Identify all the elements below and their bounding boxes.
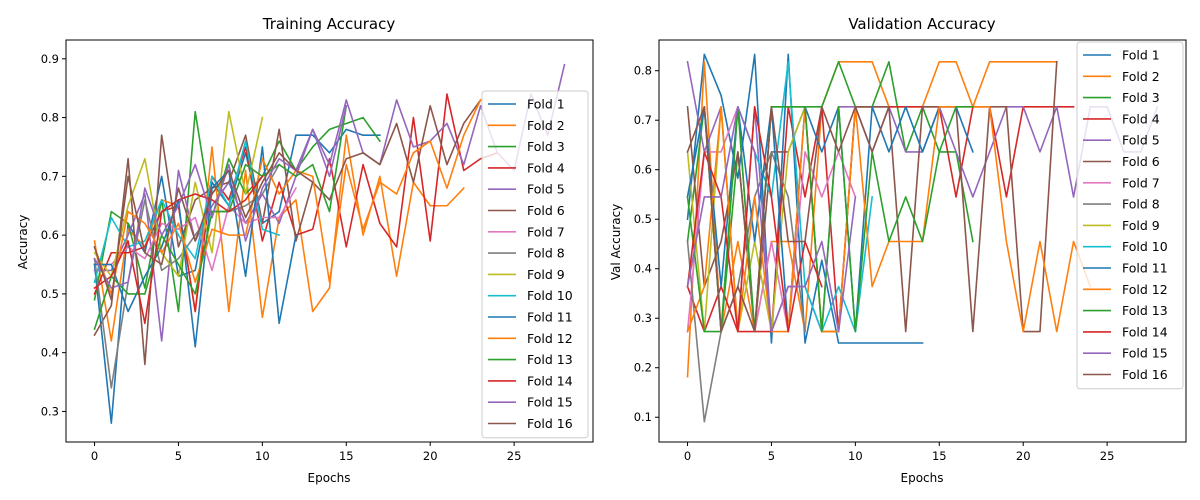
x-tick-label: 10	[255, 449, 270, 463]
legend-label: Fold 1	[1122, 48, 1160, 63]
chart-title: Training Accuracy	[262, 15, 396, 33]
x-tick-label: 0	[91, 449, 98, 463]
y-tick-label: 0.4	[634, 262, 652, 276]
legend-label: Fold 8	[1122, 197, 1160, 212]
x-tick-label: 0	[684, 449, 691, 463]
x-tick-label: 5	[175, 449, 182, 463]
legend-label: Fold 5	[1122, 133, 1160, 148]
series-line-fold-13	[93, 104, 348, 331]
legend-label: Fold 5	[527, 182, 565, 197]
series-line-fold-1	[686, 53, 924, 344]
legend-label: Fold 16	[527, 416, 573, 431]
y-tick-label: 0.7	[634, 113, 652, 127]
series-line-fold-16	[93, 152, 314, 301]
x-tick-label: 10	[848, 449, 863, 463]
legend-label: Fold 11	[1122, 261, 1168, 276]
legend-label: Fold 3	[1122, 90, 1160, 105]
y-tick-label: 0.7	[41, 169, 59, 183]
legend-label: Fold 4	[1122, 111, 1160, 126]
legend-label: Fold 15	[527, 395, 573, 410]
legend-label: Fold 16	[1122, 367, 1168, 382]
series-line-fold-13	[686, 106, 974, 333]
x-axis-label: Epochs	[308, 471, 351, 485]
legend-label: Fold 14	[527, 373, 573, 388]
y-axis-label: Accuracy	[16, 215, 30, 270]
y-tick-label: 0.5	[634, 212, 652, 226]
x-axis-label: Epochs	[901, 471, 944, 485]
x-tick-label: 15	[932, 449, 947, 463]
series-line-fold-9	[93, 110, 264, 278]
legend-label: Fold 10	[527, 288, 573, 303]
series-line-fold-2	[686, 60, 1058, 378]
y-tick-label: 0.4	[41, 346, 59, 360]
legend-label: Fold 2	[527, 118, 565, 133]
x-tick-label: 25	[507, 449, 522, 463]
y-tick-label: 0.8	[634, 64, 652, 78]
y-axis-label: Val Accuracy	[609, 204, 623, 281]
series-line-fold-3	[686, 60, 974, 333]
legend-label: Fold 1	[527, 97, 565, 112]
y-tick-label: 0.5	[41, 287, 59, 301]
legend-label: Fold 13	[527, 352, 573, 367]
legend-label: Fold 6	[527, 203, 565, 218]
legend-label: Fold 14	[1122, 324, 1168, 339]
legend-label: Fold 7	[1122, 175, 1160, 190]
series-line-fold-15	[686, 106, 857, 333]
x-tick-label: 20	[1016, 449, 1031, 463]
plot-frame	[658, 39, 1187, 443]
legend-label: Fold 13	[1122, 303, 1168, 318]
legend-label: Fold 10	[1122, 239, 1168, 254]
x-tick-label: 15	[339, 449, 354, 463]
plot-frame	[65, 39, 594, 443]
series-line-fold-10	[93, 140, 281, 284]
series-line-fold-6	[93, 98, 482, 366]
tick-labels: 0 5 10 15 20 25 0.1 0.2 0.3 0.4 0.5 0.6 0.7 0.8	[634, 64, 1115, 463]
x-tick-label: 5	[768, 449, 775, 463]
series-line-fold-16	[686, 105, 890, 333]
y-tick-label: 0.6	[41, 228, 59, 242]
legend-label: Fold 7	[527, 224, 565, 239]
x-tick-label: 20	[423, 449, 438, 463]
y-tick-label: 0.1	[634, 410, 652, 424]
legend-label: Fold 8	[527, 246, 565, 261]
series-line-fold-12	[93, 98, 482, 295]
legend: Fold 1 Fold 2 Fold 3 Fold 4 Fold 5 Fold 6 Fold…	[481, 90, 589, 439]
legend-box	[1076, 41, 1184, 390]
legend-label: Fold 15	[1122, 346, 1168, 361]
series-line-fold-11	[93, 146, 297, 348]
y-tick-label: 0.6	[634, 163, 652, 177]
series-line-fold-14	[686, 106, 823, 333]
series-lines	[686, 53, 1159, 423]
series-lines	[93, 63, 566, 424]
training-accuracy-chart: Training Accuracy Epochs Accuracy 0 5 10 15…	[16, 15, 594, 485]
chart-title: Validation Accuracy	[848, 15, 995, 33]
legend-label: Fold 3	[527, 139, 565, 154]
legend-label: Fold 4	[527, 160, 565, 175]
legend-label: Fold 6	[1122, 154, 1160, 169]
series-line-fold-15	[93, 104, 348, 289]
series-line-fold-7	[686, 106, 857, 333]
series-line-fold-14	[93, 175, 264, 325]
legend-label: Fold 11	[527, 310, 573, 325]
legend-box	[481, 90, 589, 439]
y-tick-label: 0.3	[41, 404, 59, 418]
y-tick-label: 0.2	[634, 361, 652, 375]
tick-labels: 0 5 10 15 20 25 0.3 0.4 0.5 0.6 0.7 0.8 0.9	[41, 52, 522, 463]
legend-label: Fold 9	[527, 267, 565, 282]
validation-accuracy-chart: Validation Accuracy Epochs Val Accuracy …	[609, 15, 1187, 485]
legend-label: Fold 9	[1122, 218, 1160, 233]
x-tick-label: 25	[1100, 449, 1115, 463]
legend-label: Fold 12	[1122, 282, 1168, 297]
y-tick-label: 0.8	[41, 111, 59, 125]
y-tick-label: 0.9	[41, 52, 59, 66]
y-tick-label: 0.3	[634, 311, 652, 325]
legend: Fold 1 Fold 2 Fold 3 Fold 4 Fold 5 Fold 6 Fold…	[1076, 41, 1184, 390]
legend-label: Fold 2	[1122, 69, 1160, 84]
legend-label: Fold 12	[527, 331, 573, 346]
